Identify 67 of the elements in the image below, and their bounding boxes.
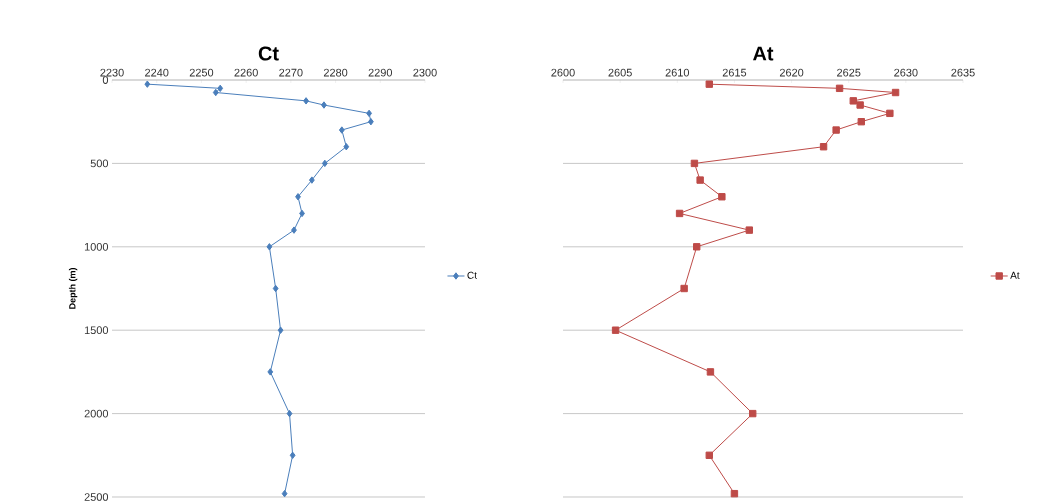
point — [267, 368, 274, 376]
point — [266, 243, 273, 251]
point — [749, 409, 757, 418]
point — [849, 97, 857, 105]
x-tick-label: 2615 — [722, 68, 747, 77]
point — [321, 159, 328, 168]
point — [693, 243, 701, 251]
point — [289, 451, 296, 459]
point — [706, 368, 715, 376]
legend-label: At — [1010, 271, 1020, 279]
y-tick-label: 0 — [102, 76, 109, 84]
y-tick-label: 500 — [90, 159, 109, 168]
x-tick-label: 2300 — [413, 68, 437, 77]
chart-title: Ct — [258, 46, 279, 61]
x-tick-label: 2635 — [951, 68, 975, 77]
x-tick-label: 2240 — [145, 68, 169, 77]
point — [832, 126, 840, 134]
point — [819, 142, 828, 151]
point — [366, 109, 372, 117]
y-tick-label: 2000 — [84, 409, 109, 418]
x-tick-label: 2260 — [234, 68, 258, 77]
point — [891, 88, 900, 97]
x-tick-label: 2270 — [279, 68, 303, 77]
point — [886, 109, 894, 117]
y-tick-label: 1500 — [84, 326, 109, 334]
point — [745, 226, 753, 234]
point — [696, 176, 704, 184]
point — [856, 101, 864, 109]
point — [212, 88, 219, 97]
point — [680, 284, 688, 293]
point — [338, 126, 345, 134]
point — [611, 326, 620, 334]
legend-label: Ct — [467, 271, 477, 279]
point — [718, 192, 726, 201]
x-tick-label: 2605 — [608, 68, 632, 77]
point — [286, 409, 293, 418]
x-tick-label: 2610 — [665, 68, 690, 77]
x-tick-label: 2620 — [779, 68, 804, 77]
y-axis-title: Depth (m) — [68, 267, 78, 309]
point — [272, 284, 279, 293]
point — [835, 84, 844, 92]
x-tick-label: 2280 — [323, 68, 348, 77]
x-tick-label: 2625 — [837, 68, 861, 77]
point — [690, 159, 699, 168]
point — [343, 142, 350, 151]
chart-title: At — [752, 46, 774, 61]
point — [857, 117, 865, 126]
point — [291, 226, 297, 234]
y-tick-label: 2500 — [84, 493, 109, 501]
point — [675, 209, 684, 218]
x-tick-label: 2250 — [189, 68, 214, 77]
x-tick-label: 2230 — [100, 68, 124, 77]
y-tick-label: 1000 — [84, 242, 109, 251]
point — [705, 451, 713, 459]
point — [730, 489, 739, 498]
point — [144, 80, 151, 88]
x-tick-label: 2630 — [894, 68, 918, 77]
point — [705, 80, 713, 88]
point — [281, 489, 288, 498]
point — [367, 117, 374, 126]
point — [321, 101, 327, 109]
x-tick-label: 2290 — [368, 68, 393, 77]
x-tick-label: 2600 — [551, 68, 575, 77]
point — [217, 84, 224, 92]
point — [277, 326, 284, 334]
point — [308, 176, 315, 184]
point — [303, 97, 309, 105]
